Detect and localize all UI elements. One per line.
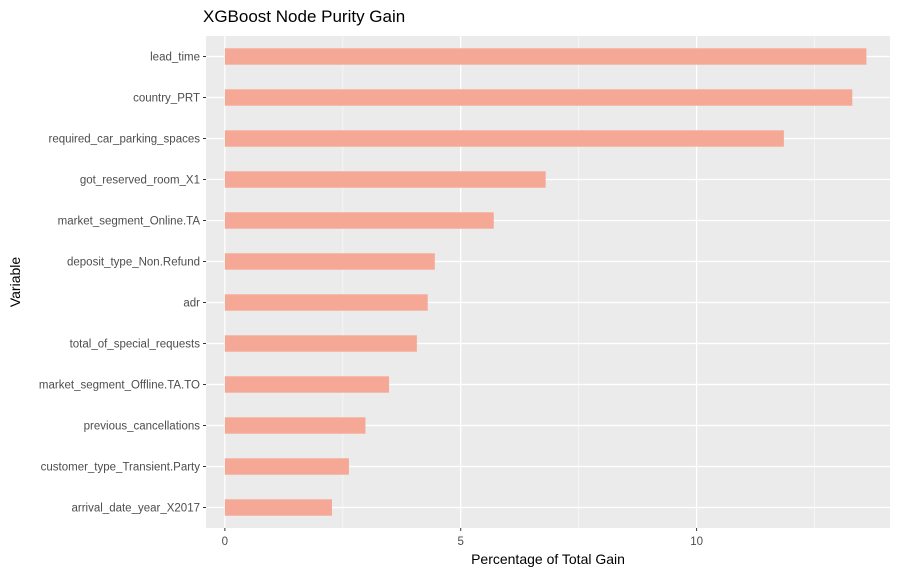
minor-gridlines bbox=[342, 36, 816, 528]
bar-required_car_parking_spaces bbox=[224, 130, 784, 147]
bar-customer_type_Transient.Party bbox=[224, 458, 349, 475]
x-axis: 0 5 10 bbox=[222, 528, 703, 548]
bar-previous_cancellations bbox=[224, 417, 366, 434]
bar-adr bbox=[224, 294, 428, 311]
y-tick-label: lead_time bbox=[150, 52, 200, 64]
x-axis-title: Percentage of Total Gain bbox=[471, 551, 625, 567]
chart-title: XGBoost Node Purity Gain bbox=[203, 7, 405, 26]
bar-total_of_special_requests bbox=[224, 335, 417, 352]
y-axis-title: Variable bbox=[7, 257, 23, 308]
y-tick-label: market_segment_Online.TA bbox=[58, 216, 201, 228]
y-tick-label: deposit_type_Non.Refund bbox=[67, 257, 200, 269]
bar-market_segment_Online.TA bbox=[224, 212, 494, 229]
y-tick-label: market_segment_Offline.TA.TO bbox=[39, 380, 200, 392]
y-tick-label: previous_cancellations bbox=[84, 421, 201, 433]
y-tick-label: adr bbox=[183, 298, 200, 310]
bar-lead_time bbox=[224, 48, 867, 65]
bar-arrival_date_year_X2017 bbox=[224, 499, 332, 516]
y-tick-label: customer_type_Transient.Party bbox=[41, 462, 201, 474]
x-tick-label: 0 bbox=[222, 536, 228, 548]
y-tick-label: total_of_special_requests bbox=[70, 339, 201, 351]
y-tick-label: arrival_date_year_X2017 bbox=[71, 503, 200, 515]
y-tick-label: country_PRT bbox=[133, 93, 200, 105]
bar-got_reserved_room_X1 bbox=[224, 171, 546, 188]
y-tick-label: required_car_parking_spaces bbox=[48, 134, 200, 146]
y-tick-label: got_reserved_room_X1 bbox=[80, 175, 200, 187]
bar-country_PRT bbox=[224, 89, 853, 106]
x-tick-label: 5 bbox=[458, 536, 464, 548]
plot-panel bbox=[206, 36, 890, 528]
x-tick-label: 10 bbox=[690, 536, 703, 548]
bar-deposit_type_Non.Refund bbox=[224, 253, 435, 270]
bar-market_segment_Offline.TA.TO bbox=[224, 376, 390, 393]
y-axis: lead_time country_PRT required_car_parking… bbox=[39, 52, 206, 515]
bars bbox=[224, 48, 867, 516]
